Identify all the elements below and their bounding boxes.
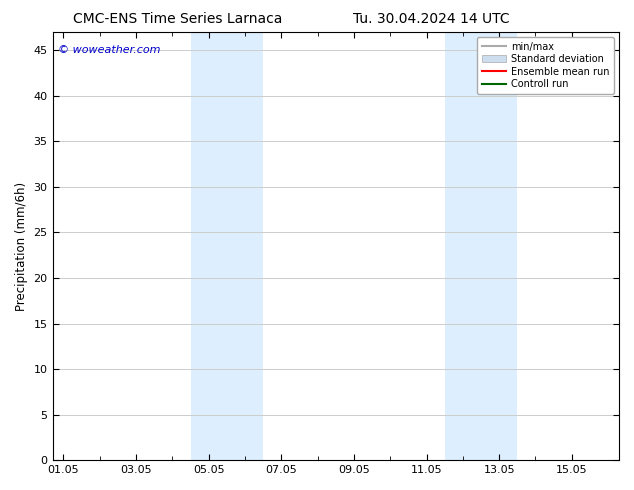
Text: CMC-ENS Time Series Larnaca: CMC-ENS Time Series Larnaca bbox=[73, 12, 282, 26]
Text: © woweather.com: © woweather.com bbox=[58, 45, 160, 55]
Y-axis label: Precipitation (mm/6h): Precipitation (mm/6h) bbox=[15, 182, 28, 311]
Bar bbox=[444, 32, 517, 460]
Text: Tu. 30.04.2024 14 UTC: Tu. 30.04.2024 14 UTC bbox=[353, 12, 510, 26]
Legend: min/max, Standard deviation, Ensemble mean run, Controll run: min/max, Standard deviation, Ensemble me… bbox=[477, 37, 614, 94]
Bar bbox=[191, 32, 263, 460]
